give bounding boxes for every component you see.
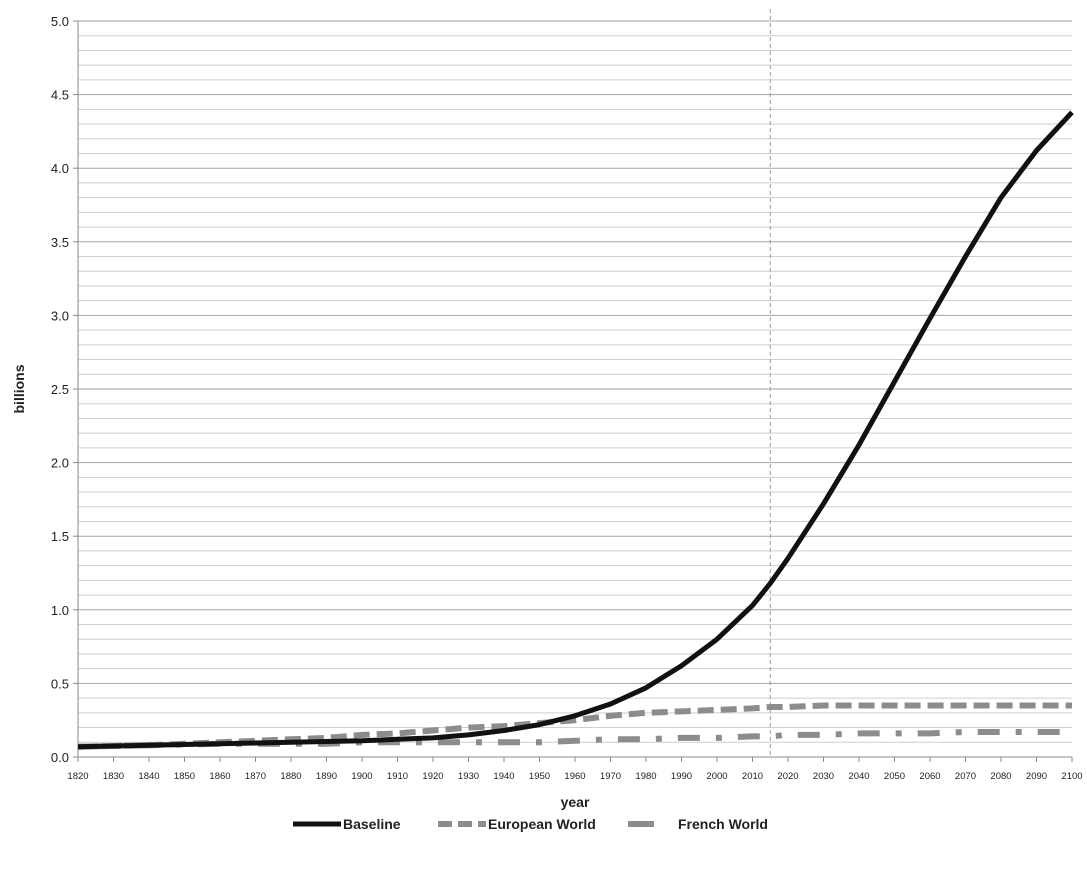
x-tick-label: 2030	[813, 771, 834, 782]
y-tick-label: 4.0	[51, 161, 69, 176]
x-tick-label: 1910	[387, 771, 408, 782]
x-tick-label: 1890	[316, 771, 337, 782]
x-tick-label: 2050	[884, 771, 905, 782]
series-line-baseline	[77, 110, 1074, 750]
y-tick-label: 2.0	[51, 456, 69, 471]
x-tick-label: 1940	[493, 771, 514, 782]
y-tick-label: 4.5	[51, 88, 69, 103]
x-tick-label: 2070	[955, 771, 976, 782]
x-tick-label: 2080	[990, 771, 1011, 782]
legend-label: European World	[488, 816, 596, 832]
x-tick-label: 1880	[280, 771, 301, 782]
y-tick-label: 3.0	[51, 308, 69, 323]
y-tick-label: 1.0	[51, 603, 69, 618]
y-tick-label: 0.5	[51, 676, 69, 691]
x-tick-label: 1970	[600, 771, 621, 782]
y-tick-label: 1.5	[51, 529, 69, 544]
x-tick-label: 1860	[209, 771, 230, 782]
axes	[73, 20, 1073, 762]
tick-labels: 0.0 0.5 1.0 1.5 2.0 2.5 3.0 3.5 4.0 4.5 5.0 1820 183…	[51, 14, 1083, 782]
x-tick-label: 1920	[422, 771, 443, 782]
x-tick-label: 1830	[103, 771, 124, 782]
x-tick-label: 1990	[671, 771, 692, 782]
x-tick-label: 1820	[67, 771, 88, 782]
y-axis-title: billions	[11, 364, 27, 413]
x-tick-label: 1870	[245, 771, 266, 782]
x-tick-label: 1900	[351, 771, 372, 782]
x-tick-label: 1960	[564, 771, 585, 782]
x-tick-label: 2040	[848, 771, 869, 782]
legend-label: Baseline	[343, 816, 401, 832]
x-tick-label: 1850	[174, 771, 195, 782]
x-tick-label: 2060	[919, 771, 940, 782]
x-tick-label: 1950	[529, 771, 550, 782]
series-lines	[77, 110, 1074, 750]
x-tick-label: 2020	[777, 771, 798, 782]
legend-label: French World	[678, 816, 768, 832]
x-tick-label: 2090	[1026, 771, 1047, 782]
x-tick-label: 1930	[458, 771, 479, 782]
x-tick-label: 2000	[706, 771, 727, 782]
series-line-french-world	[77, 729, 1072, 750]
x-tick-label: 1840	[138, 771, 159, 782]
x-tick-label: 1980	[635, 771, 656, 782]
y-tick-label: 0.0	[51, 750, 69, 765]
x-tick-label: 2010	[742, 771, 763, 782]
x-axis-title: year	[561, 794, 590, 810]
gridlines	[78, 20, 1072, 758]
x-tick-label: 2100	[1061, 771, 1082, 782]
y-tick-label: 5.0	[51, 14, 69, 29]
legend: Baseline European World French World	[293, 816, 768, 832]
y-tick-label: 3.5	[51, 235, 69, 250]
y-tick-label: 2.5	[51, 382, 69, 397]
